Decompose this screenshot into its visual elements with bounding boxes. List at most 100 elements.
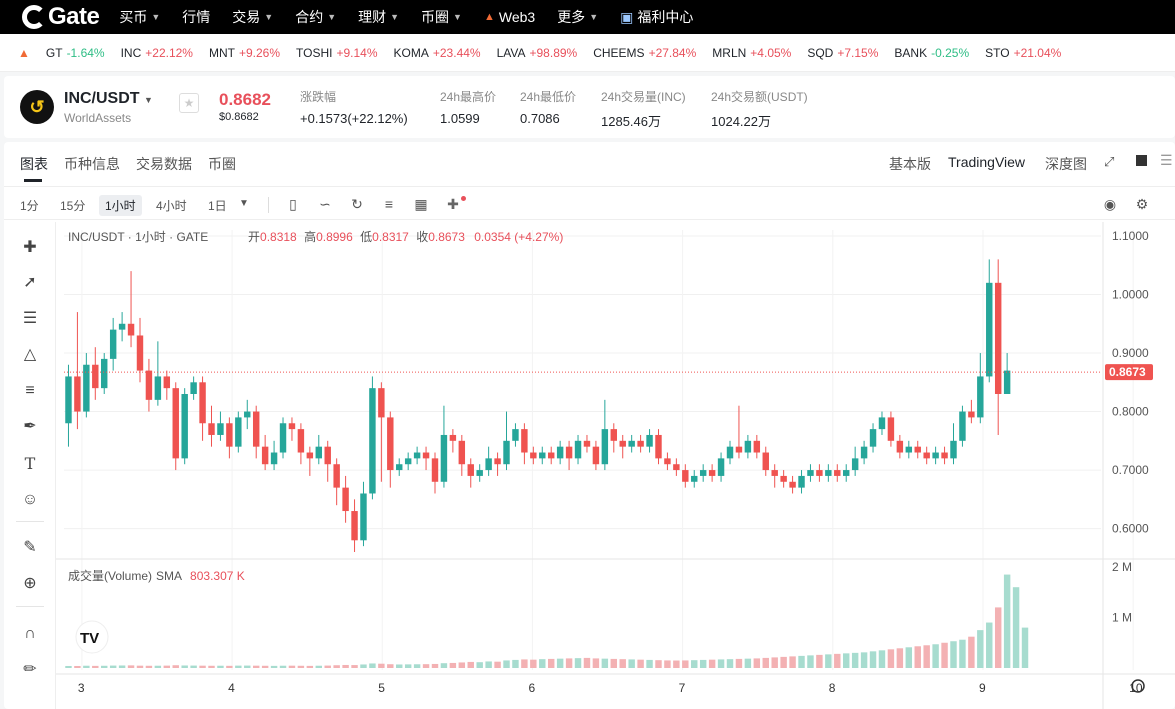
candle-body: [458, 440, 466, 465]
volume-bar: [172, 665, 179, 668]
tab-basic[interactable]: 基本版: [889, 156, 931, 172]
volume-bar: [360, 664, 367, 668]
volume-bar: [244, 665, 251, 668]
candle-body: [244, 411, 251, 418]
favorite-star-icon[interactable]: ★: [179, 93, 199, 113]
volume-bar: [583, 657, 591, 668]
reset-chart-icon[interactable]: [1131, 679, 1145, 693]
tradingview-logo[interactable]: TV: [75, 620, 109, 654]
ticker-item[interactable]: CHEEMS +27.84%: [593, 45, 697, 60]
ticker-item[interactable]: KOMA +23.44%: [393, 45, 481, 60]
nav-item[interactable]: 理财 ▼: [358, 9, 400, 25]
tab-chart[interactable]: 图表: [20, 156, 48, 172]
volume-bar: [512, 659, 519, 668]
interval-4h[interactable]: 4小时: [156, 199, 187, 213]
volume-bar: [422, 664, 430, 668]
layout-grid-icon[interactable]: ▦: [414, 196, 428, 212]
ticker-bar: ▲ GT -1.64% INC +22.12% MNT +9.26% TOSHI +9.14%…: [0, 34, 1175, 72]
emoji-icon[interactable]: ☺: [21, 491, 39, 508]
crosshair-icon[interactable]: ✚: [23, 239, 37, 256]
pair-name[interactable]: INC/USDT ▼: [64, 90, 153, 107]
fullscreen-icon[interactable]: [1136, 155, 1147, 166]
candle-body: [547, 452, 555, 459]
ruler-icon[interactable]: ✎: [23, 539, 37, 556]
tab-depth[interactable]: 深度图: [1045, 156, 1087, 172]
volume-bar: [279, 665, 287, 668]
nav-item[interactable]: 交易 ▼: [232, 9, 274, 25]
time-axis-label: 8: [829, 681, 836, 695]
pattern-icon[interactable]: △: [23, 346, 37, 363]
ticker-item[interactable]: STO +21.04%: [985, 45, 1062, 60]
indicators-icon[interactable]: ∽: [319, 196, 331, 212]
candle-type-icon[interactable]: ▯: [289, 196, 297, 212]
nav-item[interactable]: 合约 ▼: [295, 9, 337, 25]
volume-bar: [1003, 574, 1011, 668]
prediction-icon[interactable]: ≡: [25, 382, 35, 399]
volume-bar: [261, 665, 269, 668]
camera-icon[interactable]: ◉: [1103, 196, 1117, 212]
scroll-icon[interactable]: ☰: [1160, 152, 1173, 168]
time-axis-label: 10: [1129, 681, 1143, 695]
magnet-icon[interactable]: ∩: [24, 625, 36, 642]
ticker-item[interactable]: TOSHI +9.14%: [296, 45, 378, 60]
tab-coin-info[interactable]: 币种信息: [64, 156, 120, 172]
ticker-item[interactable]: INC +22.12%: [120, 45, 193, 60]
interval-dropdown-icon[interactable]: ▼: [239, 198, 249, 209]
zoom-in-icon[interactable]: ⊕: [23, 575, 37, 592]
volume-bar: [431, 663, 439, 668]
volume-bar: [968, 636, 975, 668]
trendline-icon[interactable]: ➚: [23, 274, 37, 291]
candle-body: [306, 452, 314, 459]
replay-icon[interactable]: ↻: [351, 196, 363, 212]
candle-body: [449, 434, 457, 441]
time-axis-label: 3: [78, 681, 85, 695]
nav-item[interactable]: ▣ 福利中心: [620, 8, 694, 26]
ticker-item[interactable]: SQD +7.15%: [807, 45, 879, 60]
gate-logo[interactable]: Gate: [22, 3, 100, 31]
interval-1h[interactable]: 1小时: [99, 195, 142, 216]
nav-item[interactable]: 币圈 ▼: [421, 9, 462, 25]
nav-item[interactable]: 买币 ▼: [119, 9, 161, 25]
candle-body: [360, 493, 367, 541]
add-indicator-icon[interactable]: ✚: [447, 196, 459, 212]
lock-drawings-icon[interactable]: ✏: [23, 661, 37, 678]
candle-body: [226, 423, 233, 447]
brush-icon[interactable]: ✒: [23, 418, 37, 435]
tab-tradingview[interactable]: TradingView: [948, 154, 1026, 170]
tab-trade-data[interactable]: 交易数据: [136, 156, 192, 172]
price-chart[interactable]: 1.1000 1.0000 0.9000 0.8000 0.7000 0.6000 3 4 5 6…: [56, 222, 1175, 709]
volume-bar: [878, 650, 886, 668]
candle-body: [664, 458, 671, 465]
interval-1d[interactable]: 1日: [208, 199, 227, 213]
ticker-item[interactable]: BANK -0.25%: [894, 45, 970, 60]
tab-community[interactable]: 币圈: [208, 156, 236, 172]
volume-bar: [351, 665, 358, 668]
candle-body: [333, 464, 340, 488]
candle-body: [208, 423, 215, 435]
text-tool-icon[interactable]: T: [24, 454, 36, 473]
volume-bar: [369, 663, 376, 668]
ticker-item[interactable]: MNT +9.26%: [208, 45, 281, 60]
expand-icon[interactable]: ⤢: [1104, 154, 1115, 169]
volume-bar: [145, 665, 153, 668]
nav-item[interactable]: 行情: [182, 9, 211, 25]
interval-1m[interactable]: 1分: [20, 199, 39, 213]
candle-body: [261, 446, 269, 465]
ticker-item[interactable]: MRLN +4.05%: [712, 45, 792, 60]
interval-15m[interactable]: 15分: [60, 199, 86, 213]
candle-body: [324, 446, 331, 465]
inc-coin-icon: ↺: [20, 90, 54, 124]
nav-item[interactable]: ▲ Web3: [483, 9, 536, 25]
volume-bar: [825, 654, 832, 668]
volume-bar: [798, 655, 805, 668]
ticker-item[interactable]: GT -1.64%: [45, 45, 105, 60]
nav-item[interactable]: 更多 ▼: [557, 9, 599, 25]
volume-bar: [619, 659, 626, 668]
volume-bar: [458, 662, 466, 668]
gear-icon[interactable]: ⚙: [1135, 196, 1149, 212]
candle-body: [610, 429, 618, 441]
templates-icon[interactable]: ≡: [384, 196, 394, 212]
price-axis-label: 0.6000: [1112, 522, 1149, 536]
fib-lines-icon[interactable]: ☰: [22, 310, 38, 327]
ticker-item[interactable]: LAVA +98.89%: [496, 45, 578, 60]
